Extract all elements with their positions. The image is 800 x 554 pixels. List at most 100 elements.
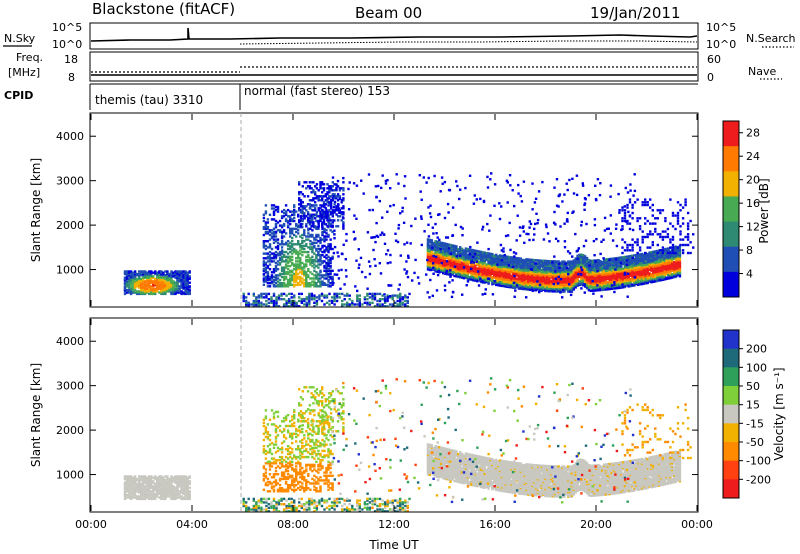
power-pixel [299,223,303,226]
power-pixel [146,276,149,279]
power-pixel [636,217,639,220]
power-pixel [521,273,524,277]
power-pixel [264,257,268,260]
power-pixel [631,277,634,281]
power-pixel [428,249,432,252]
power-pixel [667,273,670,277]
power-pixel [651,209,654,212]
plot-title: Blackstone (fitACF) [92,0,235,18]
power-pixel [659,211,662,215]
power-pixel [174,284,177,287]
power-pixel [455,267,458,270]
power-pixel [621,256,625,259]
power-pixel [314,201,317,204]
power-pixel [525,275,528,278]
power-pixel [604,283,608,287]
power-pixel [282,243,286,246]
power-pixel [508,273,511,276]
power-pixel [667,249,670,252]
power-pixel [270,271,274,274]
power-pixel [260,292,263,296]
power-pixel [131,276,135,279]
power-pixel [606,259,610,262]
power-pixel [610,286,613,289]
power-pixel [286,240,290,243]
power-pixel [129,292,133,296]
power-pixel [470,256,473,260]
power-pixel [278,258,282,262]
power-pixel [661,251,665,255]
power-pixel [629,278,632,281]
power-pixel [544,278,547,281]
power-pixel [636,198,639,201]
power-pixel [627,255,630,258]
power-pixel [633,260,636,263]
power-pixel [517,279,521,282]
power-pixel [519,272,522,275]
power-pixel [307,268,310,271]
power-pixel [445,244,449,247]
power-pixel [513,256,517,260]
power-pixel [451,268,454,271]
power-pixel [532,287,536,291]
power-pixel [485,263,488,266]
power-pixel [276,241,280,244]
power-pixel [637,264,640,267]
power-pixel [671,267,674,270]
power-pixel [652,263,655,266]
power-pixel [428,259,432,262]
power-pixel [527,259,530,262]
power-pixel [506,284,509,287]
power-pixel [572,272,575,275]
power-pixel [140,271,143,274]
power-pixel [146,284,149,287]
power-pixel [601,266,604,270]
power-pixel [563,268,566,271]
power-pixel [164,277,167,281]
power-pixel [317,233,320,237]
power-pixel [266,277,270,280]
power-pixel [307,238,310,241]
power-pixel [138,285,141,288]
power-pixel [521,260,524,263]
power-pixel [182,286,185,289]
power-pixel [618,285,621,288]
power-pixel [172,274,175,277]
power-pixel [140,292,143,296]
power-pixel [628,227,632,231]
power-pixel [529,280,532,283]
power-pixel [342,181,345,184]
power-pixel [268,233,272,237]
power-pixel [578,258,581,261]
power-pixel [176,285,179,288]
power-pixel [270,282,274,285]
power-pixel [280,266,284,269]
power-pixel [164,290,167,293]
power-pixel [500,284,504,288]
power-pixel [286,268,290,271]
power-pixel [440,249,443,252]
power-pixel [665,269,668,273]
power-pixel [669,251,672,255]
power-pixel [666,233,670,236]
power-pixel [301,201,304,204]
power-pixel [595,276,598,279]
power-pixel [466,247,469,251]
power-pixel [158,270,161,273]
power-pixel [625,255,629,258]
power-pixel [436,266,439,269]
power-pixel [591,271,594,274]
power-pixel [640,266,644,270]
power-pixel [508,255,511,259]
power-pixel [317,277,320,280]
power-pixel [451,260,454,263]
power-pixel [308,207,312,210]
power-pixel [676,264,680,268]
power-pixel [532,261,536,264]
power-pixel [621,209,624,212]
power-pixel [278,252,282,255]
power-pixel [651,241,654,244]
power-pixel [314,207,317,210]
power-pixel [561,268,564,271]
